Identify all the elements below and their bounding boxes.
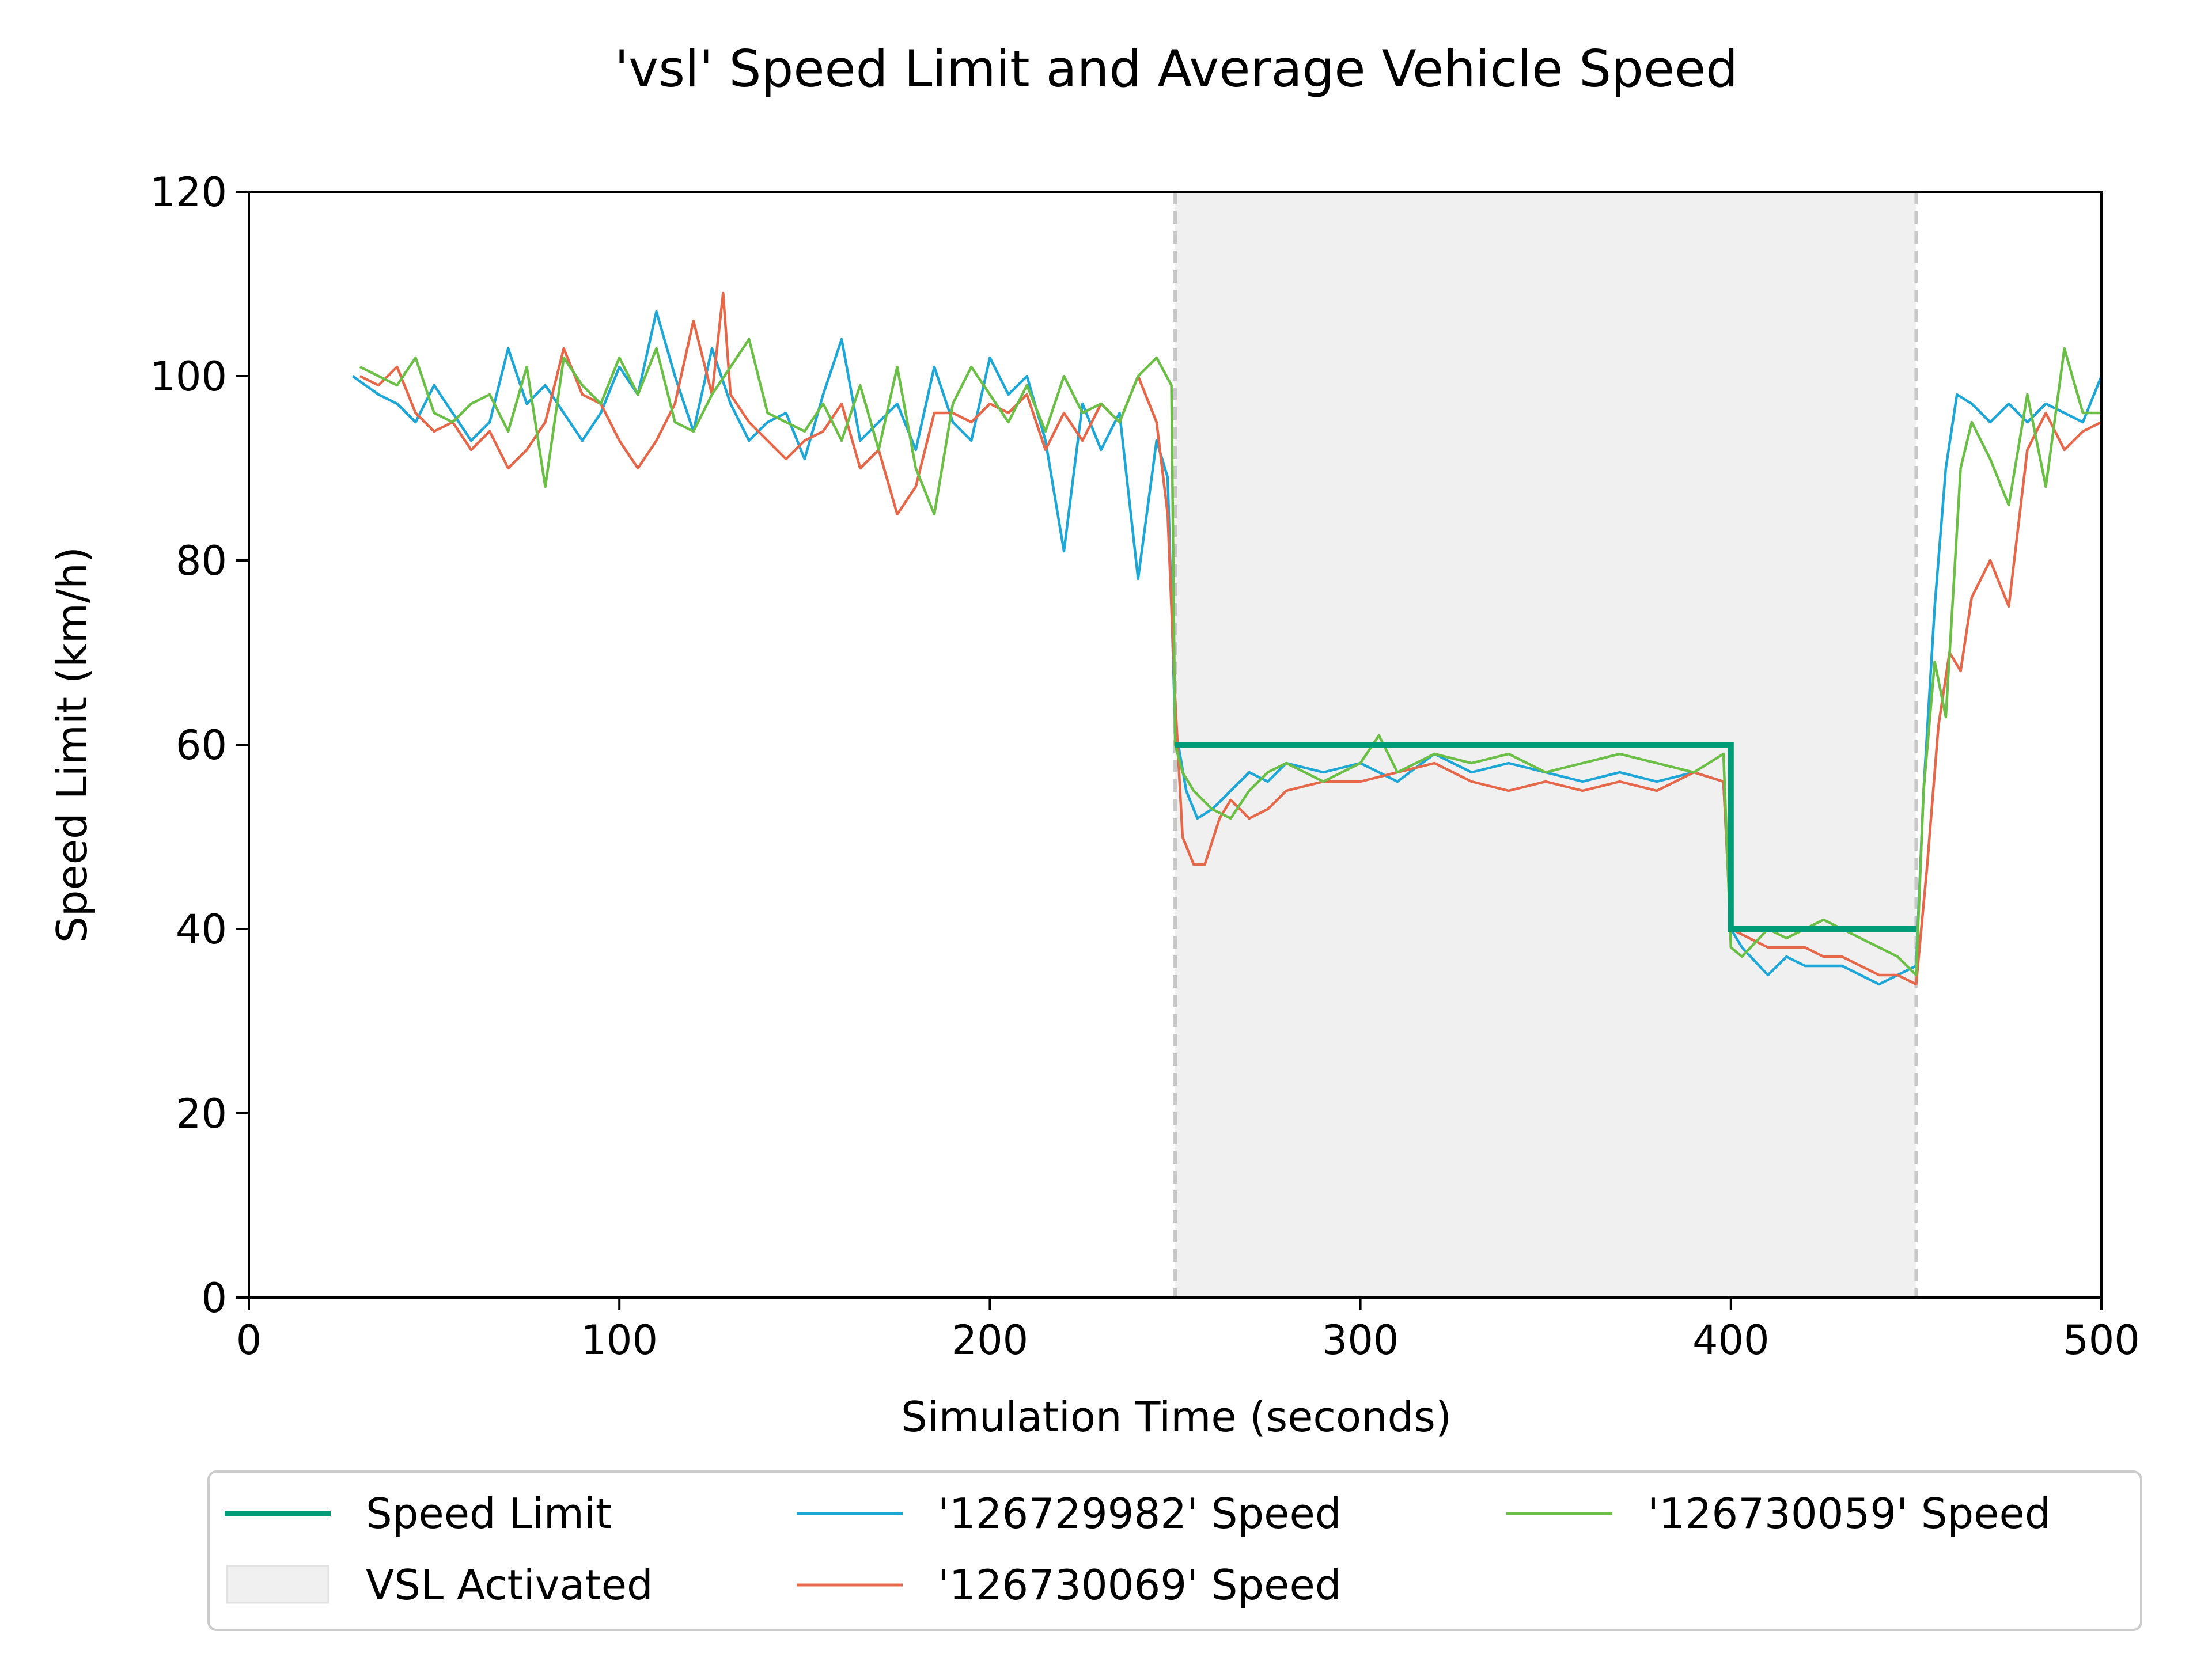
y-tick-label: 20 <box>176 1090 227 1137</box>
legend: Speed Limit VSL Activated '126729982' Sp… <box>207 1470 2142 1631</box>
x-tick-label: 500 <box>2063 1317 2140 1364</box>
x-axis-ticks: 0 100 200 300 400 500 <box>236 1298 2140 1364</box>
y-tick-label: 80 <box>176 537 227 585</box>
y-tick-label: 120 <box>150 169 227 216</box>
y-tick-label: 100 <box>150 353 227 400</box>
legend-swatch-vsl-activated <box>226 1565 329 1604</box>
y-tick-label: 60 <box>176 722 227 769</box>
legend-label-vsl-activated: VSL Activated <box>366 1561 653 1609</box>
series-line-2 <box>359 291 2103 986</box>
x-tick-label: 200 <box>952 1317 1029 1364</box>
y-axis-label: Speed Limit (km/h) <box>48 547 96 943</box>
plot-area <box>248 191 2103 1299</box>
y-tick-label: 0 <box>201 1275 227 1322</box>
speed-limit-line <box>1175 742 1916 932</box>
legend-label-speed-limit: Speed Limit <box>366 1489 612 1538</box>
legend-box <box>207 1470 2142 1631</box>
chart-title: 'vsl' Speed Limit and Average Vehicle Sp… <box>615 39 1738 98</box>
y-tick-label: 40 <box>176 906 227 953</box>
x-tick-label: 100 <box>581 1317 658 1364</box>
x-tick-label: 400 <box>1692 1317 1770 1364</box>
x-tick-label: 0 <box>236 1317 262 1364</box>
x-axis-label: Simulation Time (seconds) <box>901 1393 1452 1441</box>
series-line-3 <box>359 337 2101 977</box>
x-tick-label: 300 <box>1322 1317 1399 1364</box>
legend-label-series-3: '126730059' Speed <box>1647 1489 2051 1538</box>
legend-label-series-1: '126729982' Speed <box>938 1489 1341 1538</box>
y-axis-ticks: 0 20 40 60 80 100 120 <box>150 169 249 1322</box>
legend-label-series-2: '126730069' Speed <box>938 1561 1341 1609</box>
